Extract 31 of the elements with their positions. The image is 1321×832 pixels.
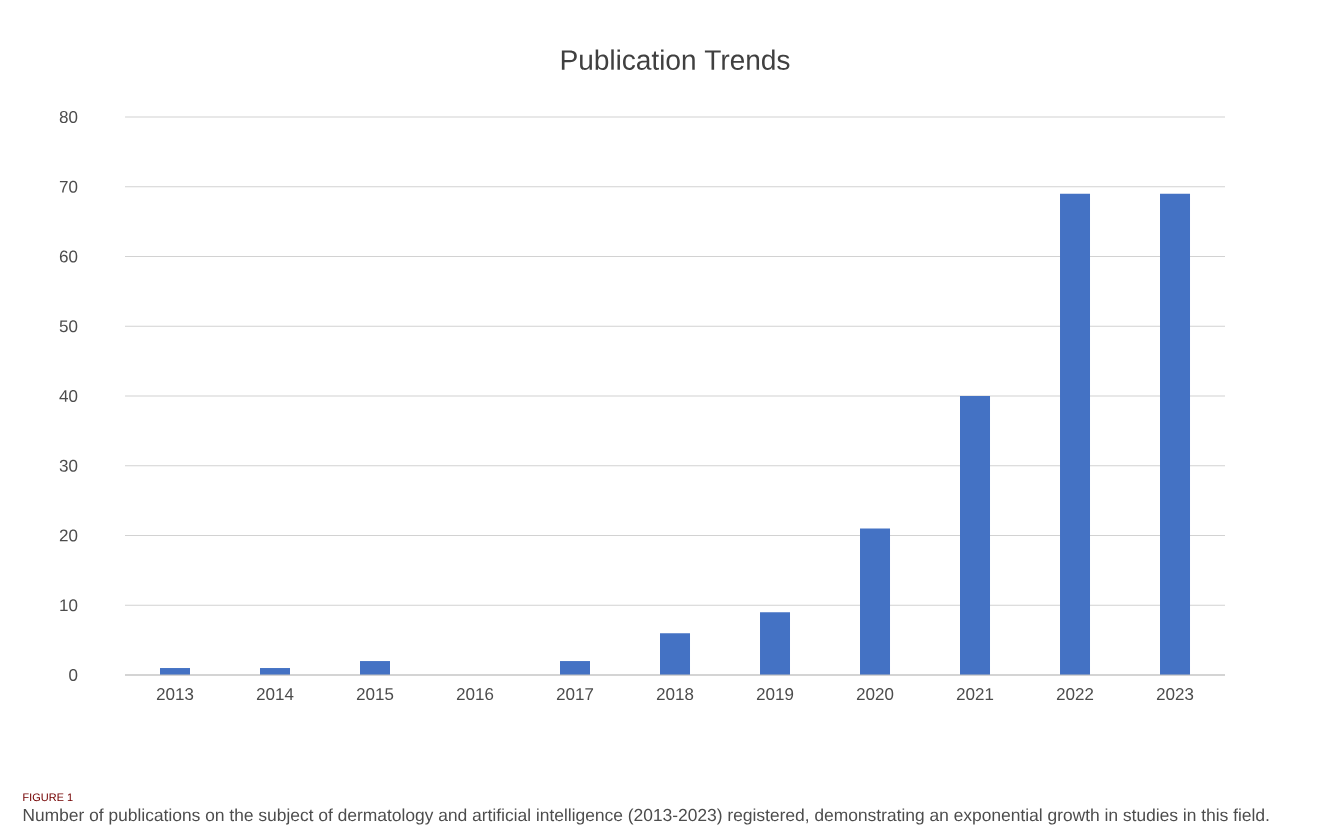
- x-tick-label: 2023: [1156, 688, 1194, 701]
- bar: [1160, 193, 1191, 675]
- x-tick-label: 2014: [256, 688, 294, 701]
- x-tick-label: 2015: [356, 688, 394, 701]
- text: Number of publications on the subject of dermatology and artificial intelligence (2013-2023) registered, demonstrating an exponential growth in studies in this field.: [23, 808, 1269, 825]
- y-tick-label: 80: [59, 111, 78, 124]
- x-tick-label: 2016: [456, 688, 494, 701]
- chart-title: Publication Trends: [561, 49, 790, 70]
- bar: [660, 633, 691, 675]
- y-tick-label: 40: [59, 390, 78, 403]
- y-tick-label: 60: [59, 250, 78, 263]
- bar: [760, 612, 791, 675]
- x-tick-label: 2019: [756, 688, 794, 701]
- x-tick-label: 2018: [656, 688, 694, 701]
- caption: FIGURE 1: [23, 793, 73, 802]
- y-tick-label: 20: [59, 529, 78, 542]
- x-tick-label: 2020: [856, 688, 894, 701]
- y-tick-label: 50: [59, 320, 78, 333]
- bar: [860, 528, 891, 675]
- y-tick-label: 70: [59, 180, 78, 193]
- y-tick-label: 30: [59, 459, 78, 472]
- bar: [1060, 193, 1091, 675]
- bar: [360, 661, 391, 675]
- y-tick-label: 10: [60, 599, 78, 612]
- bar: [560, 661, 591, 675]
- bar: [960, 396, 991, 675]
- x-tick-label: 2017: [556, 688, 594, 701]
- x-tick-label: 2013: [156, 688, 194, 701]
- x-tick-label: 2021: [956, 688, 994, 701]
- x-tick-label: 2022: [1056, 688, 1094, 701]
- y-tick-label: 0: [69, 668, 78, 682]
